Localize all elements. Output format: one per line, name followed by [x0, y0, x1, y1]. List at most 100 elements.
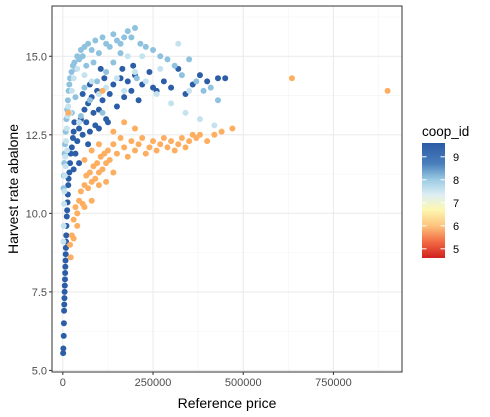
- data-point: [175, 141, 182, 148]
- data-point: [200, 87, 207, 94]
- data-point: [137, 40, 144, 47]
- data-point: [196, 116, 203, 123]
- data-point: [79, 90, 86, 97]
- data-point: [164, 144, 171, 151]
- data-point: [88, 46, 95, 53]
- data-point: [99, 166, 106, 173]
- data-point: [76, 119, 83, 126]
- data-point: [77, 188, 84, 195]
- data-point: [146, 144, 153, 151]
- data-point: [61, 295, 68, 302]
- data-point: [90, 59, 97, 66]
- data-point: [70, 75, 77, 82]
- data-point: [85, 185, 92, 192]
- x-tick-label: 750000: [315, 377, 352, 389]
- data-point: [61, 188, 68, 195]
- data-point: [124, 78, 131, 85]
- x-axis-ticks: 0 250000 500000 750000: [60, 372, 352, 389]
- data-point: [168, 138, 175, 145]
- data-point: [168, 84, 175, 91]
- data-point: [67, 160, 74, 167]
- data-point: [86, 97, 93, 104]
- data-point: [229, 125, 236, 132]
- data-point: [68, 87, 75, 94]
- data-point: [60, 350, 67, 357]
- data-point: [157, 53, 164, 60]
- data-point: [76, 125, 83, 132]
- x-tick-label: 250000: [135, 377, 172, 389]
- data-point: [182, 144, 189, 151]
- data-point: [110, 128, 117, 135]
- data-point: [62, 244, 69, 251]
- data-point: [85, 40, 92, 47]
- data-point: [61, 172, 68, 179]
- legend-label: 7: [453, 198, 459, 210]
- y-tick-label: 10.0: [26, 208, 47, 220]
- data-point: [139, 134, 146, 141]
- data-point: [121, 34, 128, 41]
- data-point: [60, 320, 67, 327]
- data-point: [92, 175, 99, 182]
- data-point: [74, 138, 81, 145]
- data-point: [77, 112, 84, 119]
- data-point: [110, 169, 117, 176]
- data-point: [106, 156, 113, 163]
- data-point: [214, 75, 221, 82]
- data-point: [95, 141, 102, 148]
- data-point: [164, 56, 171, 63]
- legend-label: 5: [453, 244, 459, 256]
- data-point: [86, 169, 93, 176]
- data-point: [135, 141, 142, 148]
- data-point: [83, 62, 90, 69]
- data-point: [94, 78, 101, 85]
- data-point: [83, 119, 90, 126]
- data-point: [74, 65, 81, 72]
- data-point: [92, 37, 99, 44]
- data-point: [99, 87, 106, 94]
- data-point: [124, 153, 131, 160]
- data-point: [157, 65, 164, 72]
- data-point: [186, 138, 193, 145]
- data-points: [60, 24, 391, 357]
- data-point: [88, 78, 95, 85]
- data-point: [74, 222, 81, 229]
- x-axis-title: Reference price: [178, 395, 277, 411]
- data-point: [110, 81, 117, 88]
- data-point: [72, 150, 79, 157]
- data-point: [211, 131, 218, 138]
- x-tick-label: 500000: [225, 377, 262, 389]
- data-point: [70, 166, 77, 173]
- y-tick-label: 15.0: [26, 51, 47, 63]
- data-point: [153, 90, 160, 97]
- data-point: [150, 138, 157, 145]
- y-tick-label: 5.0: [32, 365, 47, 377]
- data-point: [128, 87, 135, 94]
- data-point: [133, 75, 140, 82]
- data-point: [85, 141, 92, 148]
- data-point: [214, 97, 221, 104]
- data-point: [121, 144, 128, 151]
- data-point: [139, 53, 146, 60]
- data-point: [64, 207, 71, 214]
- data-point: [104, 147, 111, 154]
- data-point: [186, 56, 193, 63]
- data-point: [110, 59, 117, 66]
- data-point: [168, 100, 175, 107]
- data-point: [61, 200, 68, 207]
- data-point: [117, 134, 124, 141]
- legend-breaks: 5 6 7 8 9: [422, 152, 459, 256]
- data-point: [142, 78, 149, 85]
- y-tick-label: 7.5: [32, 287, 47, 299]
- y-tick-label: 12.5: [26, 130, 47, 142]
- data-point: [61, 282, 68, 289]
- data-point: [182, 109, 189, 116]
- data-point: [211, 122, 218, 129]
- data-point: [60, 345, 67, 352]
- data-point: [81, 204, 88, 211]
- panel-border: [51, 5, 403, 373]
- data-point: [103, 68, 110, 75]
- data-point: [124, 53, 131, 60]
- legend-label: 9: [453, 152, 459, 164]
- data-point: [71, 119, 78, 126]
